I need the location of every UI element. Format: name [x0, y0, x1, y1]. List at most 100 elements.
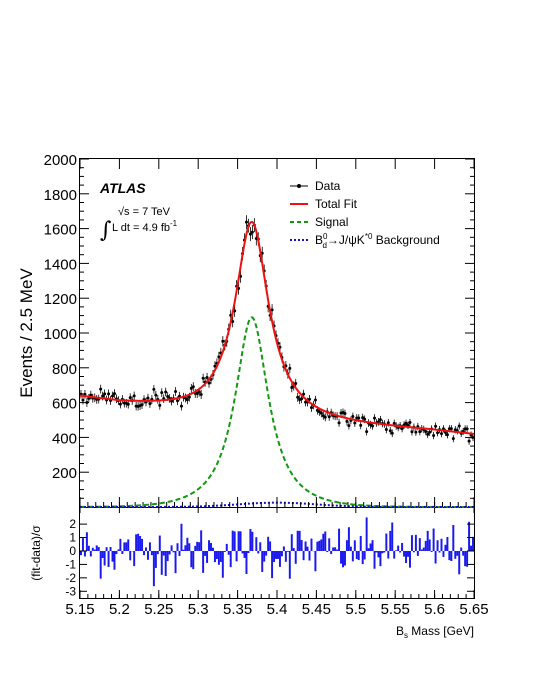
data-point [361, 416, 365, 420]
pull-bar [229, 550, 232, 568]
pull-bar [468, 521, 471, 551]
pull-bar [146, 550, 149, 560]
pull-bar [271, 550, 274, 579]
data-point [201, 376, 205, 380]
pull-bar [466, 550, 469, 567]
pull-bar [215, 550, 218, 560]
total-fit-curve [79, 220, 475, 435]
data-point [185, 398, 189, 402]
pull-bar [426, 530, 429, 551]
data-point [308, 397, 312, 401]
data-point [118, 402, 122, 406]
pull-bar [263, 550, 266, 562]
pull-bar [97, 547, 100, 551]
data-point [436, 431, 440, 435]
pull-bar [456, 550, 459, 556]
pull-bar [446, 536, 449, 551]
pull-bar [81, 538, 84, 551]
pull-bar [265, 550, 268, 556]
data-point [140, 403, 144, 407]
pull-bar [288, 550, 291, 579]
pull-bar [343, 550, 346, 566]
pull-bar [351, 550, 354, 562]
x-tick-label: 5.15 [65, 601, 94, 618]
pull-bar [284, 550, 287, 562]
data-point [392, 421, 396, 425]
pull-bar [462, 550, 465, 556]
pull-bar [166, 550, 169, 562]
pull-bar [223, 550, 226, 553]
data-point [451, 437, 455, 441]
lower-y-tick-label: -1 [65, 557, 76, 571]
pull-bar [243, 550, 246, 558]
pull-bar [257, 550, 260, 554]
upper-y-tick-label: 200 [52, 465, 77, 482]
pull-bar [141, 538, 144, 551]
pull-bar [318, 540, 321, 551]
data-point [388, 429, 392, 433]
lower-y-tick-label: 0 [69, 544, 76, 558]
pull-bar [314, 550, 317, 572]
pull-bar [330, 550, 333, 555]
legend-data-marker [297, 184, 301, 188]
data-point [302, 392, 306, 396]
pull-bar [178, 550, 181, 556]
data-point [414, 430, 418, 434]
pull-bar [170, 545, 173, 551]
data-point [128, 396, 132, 400]
pull-bar [143, 550, 146, 556]
data-point [146, 396, 150, 400]
data-point [160, 391, 164, 395]
data-point [345, 419, 349, 423]
pull-bar [172, 550, 175, 553]
pull-bar [137, 533, 140, 551]
pull-bar [180, 523, 183, 551]
pull-bar [206, 550, 209, 563]
pull-bar [117, 549, 120, 551]
pull-bar [150, 550, 153, 556]
pull-bar [245, 550, 248, 575]
pull-bar [408, 550, 411, 568]
data-point [187, 395, 191, 399]
data-point [418, 430, 422, 434]
pull-bar [80, 550, 82, 556]
pull-bar [111, 550, 114, 562]
pull-bar [278, 550, 281, 567]
x-axis-title: Bs Mass [GeV] [396, 624, 474, 640]
pull-bar [414, 534, 417, 551]
pull-bar [213, 550, 216, 563]
data-point [384, 428, 388, 432]
upper-y-tick-label: 400 [52, 430, 77, 447]
pull-bar [241, 550, 244, 554]
pull-bar [292, 548, 295, 551]
data-point [309, 406, 313, 410]
data-point [148, 402, 152, 406]
pull-bar [470, 545, 473, 551]
x-tick-label: 5.3 [188, 601, 209, 618]
pull-bar [422, 547, 425, 551]
data-point [439, 432, 443, 436]
data-point [244, 220, 248, 224]
pull-bar [399, 550, 402, 553]
pull-bar [379, 550, 382, 567]
data-point [250, 230, 254, 234]
pull-bar [391, 522, 394, 551]
pull-bar [363, 550, 366, 560]
integral-sign: ∫ [100, 218, 112, 243]
pull-bar [458, 550, 461, 575]
pull-bar [182, 549, 185, 551]
pull-bar [397, 545, 400, 551]
data-point [327, 415, 331, 419]
pull-bar [93, 549, 96, 551]
pull-bar [87, 545, 90, 551]
pull-bar [353, 540, 356, 551]
pull-bar [269, 541, 272, 551]
pull-bar [324, 531, 327, 551]
pull-bar [210, 542, 212, 551]
pull-bar [275, 550, 277, 559]
pull-bar [410, 535, 413, 551]
pull-bar [375, 550, 378, 553]
data-point [164, 390, 168, 394]
lower-y-tick-label: -3 [65, 584, 76, 598]
pull-bar [160, 550, 163, 575]
